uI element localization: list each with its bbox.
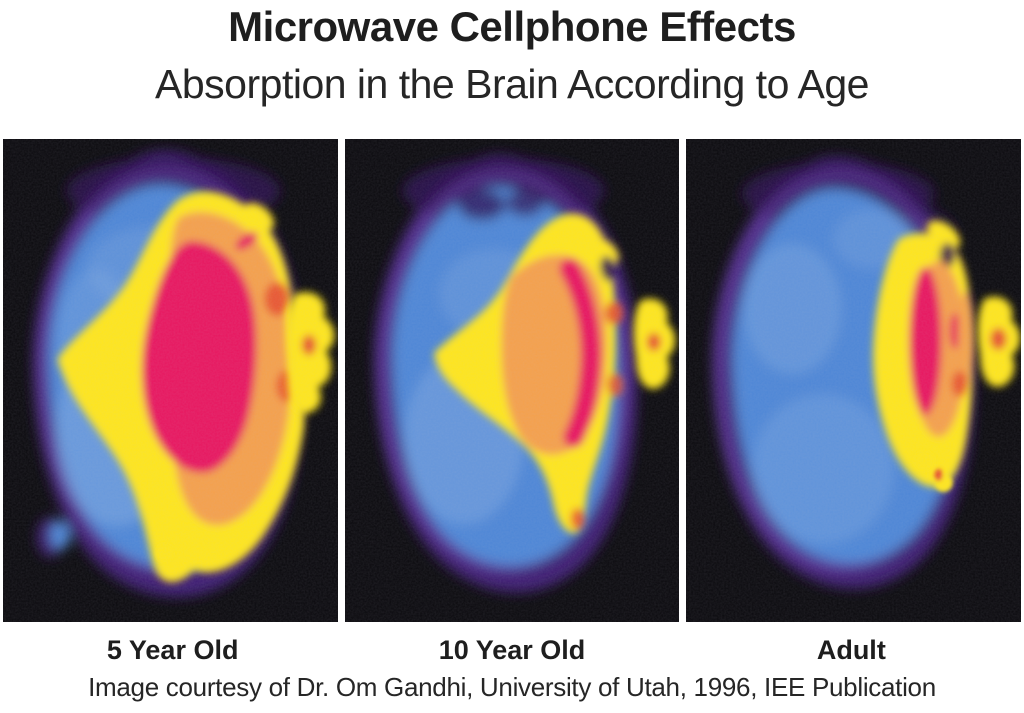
noise-overlay: [344, 139, 680, 622]
brain-scan-adult-image: [686, 139, 1022, 622]
age-label-5-year-old: 5 Year Old: [106, 635, 239, 665]
scan-panel-10-year-old: [344, 139, 680, 622]
noise-overlay: [3, 139, 338, 622]
scan-panel-adult: [686, 139, 1022, 622]
brain-scan-5-year-old-image: [3, 139, 338, 622]
figure-subtitle: Absorption in the Brain According to Age: [155, 60, 869, 107]
noise-overlay: [686, 139, 1022, 622]
brain-scan-10-year-old-image: [344, 139, 680, 622]
image-credit-caption: Image courtesy of Dr. Om Gandhi, Univers…: [88, 672, 936, 702]
figure-header: Microwave Cellphone Effects Absorption i…: [0, 0, 1024, 139]
scan-row: [0, 139, 1024, 622]
age-label-adult: Adult: [816, 635, 886, 665]
scan-panel-5-year-old: [3, 139, 338, 622]
figure-title: Microwave Cellphone Effects: [228, 3, 796, 50]
age-label-10-year-old: 10 Year Old: [438, 635, 586, 665]
age-labels-row: 5 Year Old 10 Year Old Adult: [0, 635, 1024, 666]
